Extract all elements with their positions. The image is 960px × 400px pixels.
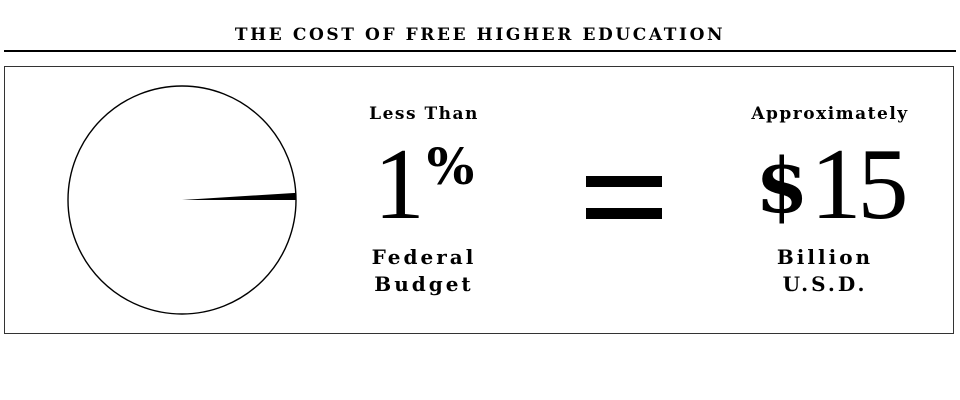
- equals-bar-top: [586, 176, 662, 187]
- right-top-label: Approximately: [751, 104, 909, 124]
- left-bottom-line1: Federal: [371, 245, 477, 269]
- content-panel: [4, 66, 954, 334]
- equals-sign: [586, 176, 662, 219]
- percent-sign: %: [426, 137, 475, 196]
- pie-chart: [62, 80, 302, 320]
- left-bottom-line2: Budget: [374, 272, 474, 296]
- pie-slice-highlight: [182, 192, 296, 200]
- right-bottom-line2: U.S.D.: [782, 272, 868, 296]
- right-number: 15: [810, 128, 908, 241]
- right-big-figure: $15: [720, 134, 940, 236]
- left-top-label: Less Than: [369, 104, 479, 124]
- left-big-figure: 1%: [324, 134, 524, 236]
- currency-sign: $: [755, 141, 809, 230]
- pie-chart-svg: [67, 85, 297, 315]
- right-bottom-line1: Billion: [776, 245, 874, 269]
- page-title: THE COST OF FREE HIGHER EDUCATION: [234, 25, 726, 45]
- equals-bar-bottom: [586, 208, 662, 219]
- title-divider: [4, 50, 956, 52]
- left-number: 1: [373, 128, 425, 241]
